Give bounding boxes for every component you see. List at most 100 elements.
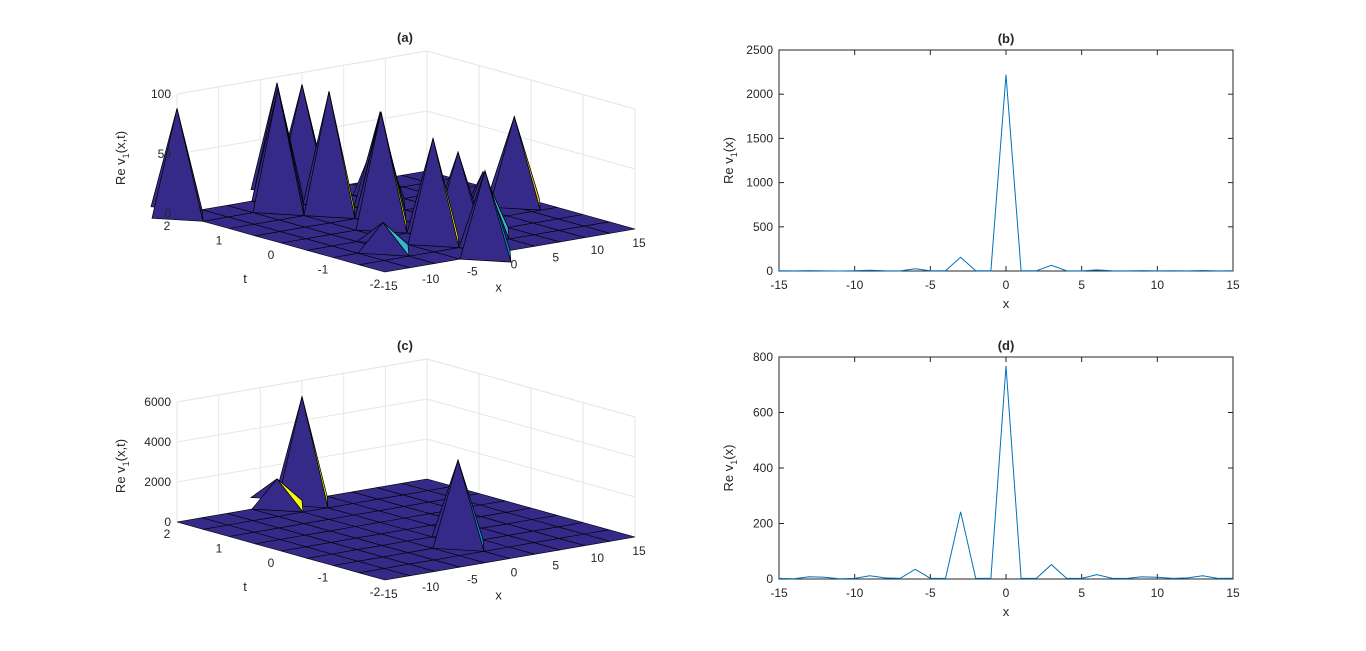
surface-peaks	[150, 82, 541, 263]
y-tick-label: 0	[766, 264, 773, 278]
x-tick-label: -5	[467, 573, 478, 587]
y-tick-label: 400	[753, 461, 773, 475]
z-grid-line	[176, 110, 636, 170]
x-tick-label: 0	[1003, 586, 1010, 600]
peak-right-face	[457, 459, 485, 552]
x-tick-label: 5	[1078, 278, 1085, 292]
y-tick-label: 600	[753, 406, 773, 420]
y-tick-label: 1000	[746, 176, 773, 190]
z-tick-label: 6000	[144, 395, 171, 409]
x-tick-label: 5	[1078, 586, 1085, 600]
y-tick-label: 0	[268, 248, 275, 262]
chart-title: (c)	[397, 338, 413, 353]
y-axis-label: t	[243, 579, 247, 594]
peak-right-face	[432, 138, 460, 248]
z-axis-label: Re v1(x,t)	[113, 131, 131, 185]
x-tick-label: 15	[1226, 278, 1240, 292]
y-tick-label: 800	[753, 350, 773, 364]
x-tick-label: 0	[1003, 278, 1010, 292]
z-axis-label: Re v1(x,t)	[113, 439, 131, 493]
y-tick-label: 0	[268, 556, 275, 570]
x-tick-label: -10	[846, 278, 864, 292]
y-tick-label: 500	[753, 220, 773, 234]
x-tick-label: 0	[511, 258, 518, 272]
y-tick-label: -2	[370, 277, 381, 291]
x-tick-label: 15	[1226, 586, 1240, 600]
y-tick-label: 1	[216, 542, 223, 556]
surface-face	[401, 478, 454, 491]
plot-box	[778, 356, 1234, 580]
z-tick-label: 0	[164, 207, 171, 221]
z-grid-line	[176, 398, 636, 458]
z-tick-label: 50	[158, 147, 172, 161]
series-line	[778, 74, 1234, 272]
x-axis-label: x	[1003, 604, 1010, 619]
x-tick-label: 15	[632, 544, 646, 558]
peak-right-face	[328, 91, 356, 219]
y-axis-label: Re v1(x)	[721, 137, 739, 184]
y-tick-label: 2500	[746, 43, 773, 57]
y-tick-label: -1	[318, 263, 329, 277]
peak-right-face	[382, 222, 410, 258]
x-tick-label: -15	[770, 278, 788, 292]
y-tick-label: 2000	[746, 87, 773, 101]
y-tick-label: -2	[370, 585, 381, 599]
chart-title: (a)	[397, 30, 413, 45]
x-tick-label: -10	[846, 586, 864, 600]
z-tick-label: 2000	[144, 475, 171, 489]
y-tick-label: 1500	[746, 131, 773, 145]
x-tick-label: -15	[380, 279, 398, 293]
series-line	[778, 365, 1234, 580]
x-tick-label: 0	[511, 566, 518, 580]
peak-right-face	[277, 88, 305, 216]
x-tick-label: -5	[925, 586, 936, 600]
y-axis-label: Re v1(x)	[721, 445, 739, 492]
x-tick-label: 10	[1151, 278, 1165, 292]
peak-right-face	[176, 108, 204, 222]
chart-title: (d)	[998, 338, 1015, 353]
x-tick-label: 5	[552, 558, 559, 572]
y-axis-label: t	[243, 271, 247, 286]
x-tick-label: 10	[591, 551, 605, 565]
x-tick-label: -15	[380, 587, 398, 601]
x-tick-label: -10	[422, 272, 440, 286]
z-tick-label: 100	[151, 87, 171, 101]
x-tick-label: 10	[591, 243, 605, 257]
chart-title: (b)	[998, 31, 1015, 46]
y-tick-label: 1	[216, 234, 223, 248]
x-tick-label: -15	[770, 586, 788, 600]
peak-left-face	[151, 108, 204, 222]
x-tick-label: -5	[467, 265, 478, 279]
z-grid-line	[176, 50, 636, 110]
y-tick-label: 0	[766, 572, 773, 586]
z-tick-label: 0	[164, 515, 171, 529]
peak-right-face	[513, 116, 541, 211]
x-tick-label: 10	[1151, 586, 1165, 600]
x-tick-label: -5	[925, 278, 936, 292]
z-tick-label: 4000	[144, 435, 171, 449]
panel-b-line-plot: -15 -10 -5 0 5 10 15 0 500 1000 1500 2000 2500 (b) x Re…	[721, 31, 1240, 311]
surface-peaks	[249, 395, 485, 552]
plot-box	[778, 49, 1234, 272]
panel-d-line-plot: -15 -10 -5 0 5 10 15 0 200 400 600 800 (d) x Re v1(x)	[721, 338, 1240, 619]
x-tick-label: 15	[632, 236, 646, 250]
peak-right-face	[276, 478, 304, 514]
x-tick-label: 5	[552, 250, 559, 264]
y-tick-label: 2	[164, 219, 171, 233]
x-axis-label: x	[495, 588, 502, 603]
y-tick-label: 200	[753, 517, 773, 531]
z-grid-line	[176, 358, 636, 418]
x-tick-label: -10	[422, 580, 440, 594]
x-axis-label: x	[495, 280, 502, 295]
y-tick-label: 2	[164, 527, 171, 541]
y-tick-label: -1	[318, 571, 329, 585]
x-axis-label: x	[1003, 296, 1010, 311]
surface-mesh	[176, 478, 636, 581]
peak-right-face	[380, 111, 408, 234]
peak-right-face	[301, 396, 329, 508]
